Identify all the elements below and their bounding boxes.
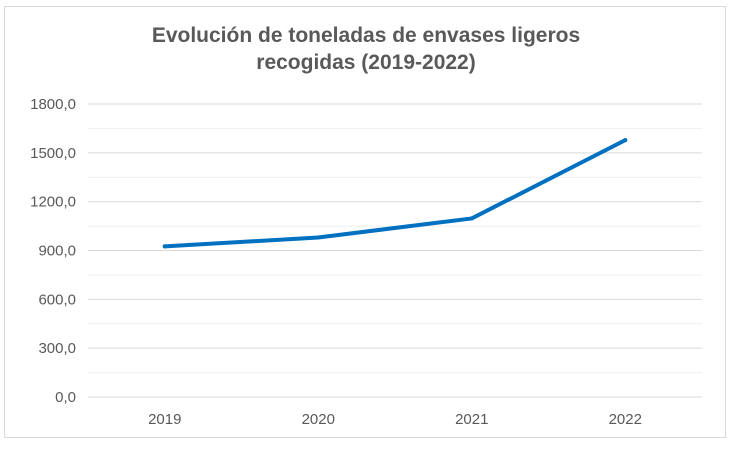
data-point <box>162 244 167 249</box>
y-tick-label: 1200,0 <box>30 194 76 211</box>
chart-title: Evolución de toneladas de envases ligero… <box>151 24 581 74</box>
data-point <box>316 235 321 240</box>
x-tick-label: 2019 <box>148 411 181 428</box>
x-tick-label: 2022 <box>609 411 642 428</box>
y-tick-label: 300,0 <box>38 340 76 357</box>
y-tick-label: 900,0 <box>38 243 76 260</box>
chart-frame <box>4 6 726 438</box>
series-line <box>162 138 628 249</box>
data-point <box>623 138 628 143</box>
y-tick-label: 600,0 <box>38 291 76 308</box>
y-tick-label: 1800,0 <box>30 96 76 113</box>
x-tick-label: 2021 <box>455 411 488 428</box>
x-tick-label: 2020 <box>302 411 335 428</box>
y-tick-label: 0,0 <box>55 389 76 406</box>
y-tick-label: 1500,0 <box>30 145 76 162</box>
data-point <box>469 216 474 221</box>
